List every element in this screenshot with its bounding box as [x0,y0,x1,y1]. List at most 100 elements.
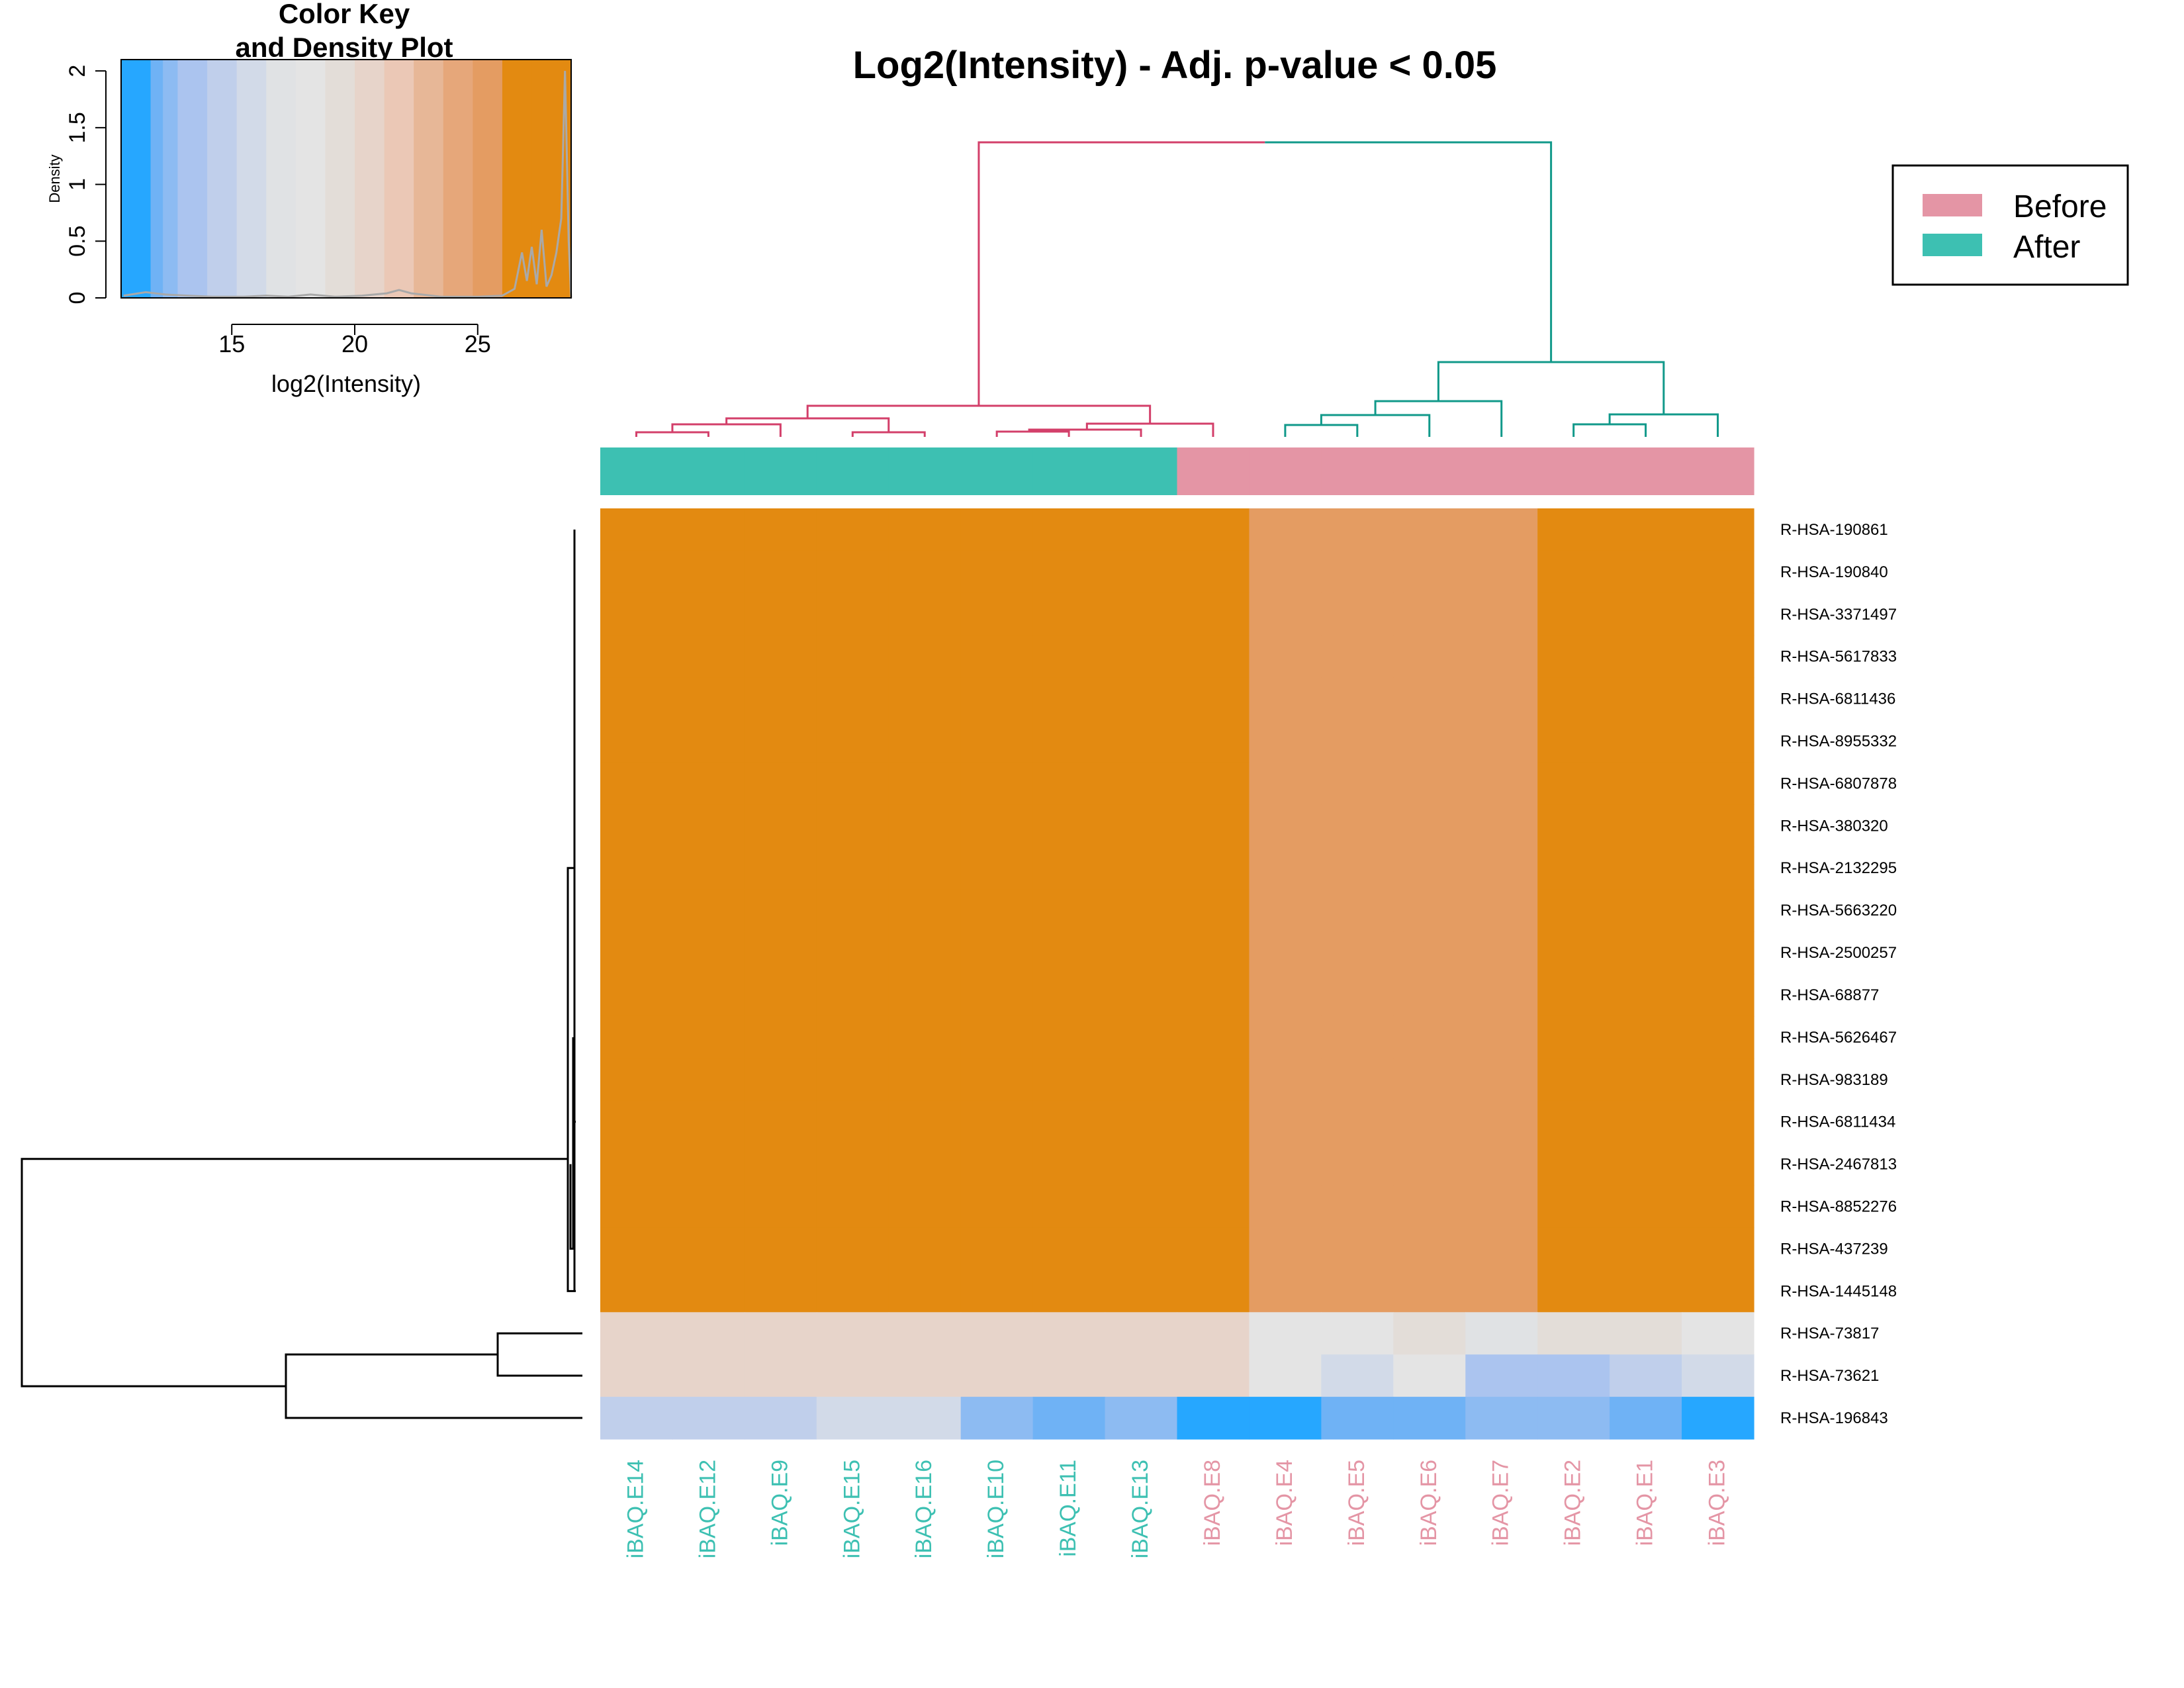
heatmap-cell [1105,508,1178,551]
heatmap-cell [888,889,962,932]
column-label: iBAQ.E10 [983,1460,1009,1558]
heatmap-cell [1465,1354,1538,1397]
heatmap-cell [1105,931,1178,974]
heatmap-cell [1032,1143,1106,1186]
row-label: R-HSA-3371497 [1780,606,1897,624]
heatmap-cell [960,720,1034,763]
heatmap-cell [1610,635,1682,679]
heatmap-cell [1032,1058,1106,1102]
heatmap-cell [744,847,817,890]
column-group-cell [888,447,962,495]
heatmap-cell [1105,804,1178,847]
heatmap-cell [1177,931,1250,974]
heatmap-cell [600,1015,673,1059]
heatmap-cell [1321,1015,1394,1059]
heatmap-cell [1177,1270,1250,1313]
column-label: iBAQ.E3 [1705,1460,1730,1546]
heatmap-cell [1465,1397,1538,1440]
color-key-x-tick-label: 25 [465,330,491,357]
row-label: R-HSA-190840 [1780,563,1888,581]
color-key-title-line2: and Density Plot [235,32,453,63]
heatmap-cell [1465,1227,1538,1270]
heatmap-cell [1249,804,1322,847]
heatmap-cell [672,635,745,679]
heatmap-cell [1321,677,1394,721]
row-label: R-HSA-73621 [1780,1367,1879,1385]
heatmap-cell [1537,931,1610,974]
heatmap-cell [1032,1100,1106,1144]
heatmap-cell [1610,720,1682,763]
legend-box [1891,164,2129,286]
heatmap-cell [744,550,817,594]
heatmap-cell [1249,1058,1322,1102]
row-label: R-HSA-6807878 [1780,774,1897,792]
heatmap-cell [1393,1270,1466,1313]
heatmap-cell [1465,635,1538,679]
color-key: Color Key and Density Plot 15 20 25 0 0.5 1 1… [46,0,572,397]
heatmap-cell [1537,1397,1610,1440]
heatmap-cell [600,762,673,805]
column-group-cell [1537,447,1610,495]
heatmap-cell [960,1354,1034,1397]
heatmap-cell [816,1397,889,1440]
heatmap-cell [1249,1312,1322,1355]
heatmap-cell [960,635,1034,679]
heatmap-cell [960,1227,1034,1270]
column-group-cell [1682,447,1754,495]
heatmap-cell [1177,1100,1250,1144]
heatmap-cell [1682,762,1754,805]
heatmap-cell [1177,1312,1250,1355]
heatmap-cell [888,1143,962,1186]
heatmap-cell [1393,720,1466,763]
heatmap-cell [888,1100,962,1144]
heatmap-cell [960,1015,1034,1059]
row-dendrogram [21,529,582,1419]
heatmap-cell [1321,592,1394,636]
heatmap-cell [1032,677,1106,721]
heatmap-cell [672,508,745,551]
heatmap-cell [1321,1143,1394,1186]
heatmap-cell [1249,550,1322,594]
heatmap-cell [1682,1397,1754,1440]
heatmap-cell [600,1100,673,1144]
heatmap-cell [1610,1185,1682,1229]
heatmap-cell [1321,1058,1394,1102]
heatmap-cell [816,635,889,679]
heatmap-cell [1177,1227,1250,1270]
heatmap-cell [960,889,1034,932]
heatmap-cell [1177,720,1250,763]
heatmap-cell [960,804,1034,847]
heatmap-cell [672,1185,745,1229]
heatmap-cell [672,762,745,805]
heatmap-cell [960,677,1034,721]
column-label: iBAQ.E9 [767,1460,792,1546]
color-key-strip [414,60,444,298]
row-labels: R-HSA-190861 R-HSA-190840 R-HSA-3371497 R-H… [1780,521,1897,1427]
heatmap-cell [816,931,889,974]
heatmap-cell [1610,762,1682,805]
heatmap-cell [1321,804,1394,847]
color-key-y-tick-label: 0 [65,292,90,305]
heatmap-cell [1249,847,1322,890]
heatmap-cell [1321,889,1394,932]
heatmap-cell [816,592,889,636]
heatmap-cell [1682,1185,1754,1229]
heatmap-cell [960,1397,1034,1440]
heatmap-cell [888,1058,962,1102]
heatmap-cell [1177,1143,1250,1186]
heatmap-cell [888,720,962,763]
heatmap-cell [744,1227,817,1270]
heatmap-cell [1610,931,1682,974]
row-label: R-HSA-5617833 [1780,648,1897,666]
color-key-strip [266,60,296,298]
column-group-cell [1610,447,1682,495]
heatmap-cell [1177,1185,1250,1229]
heatmap-cell [1393,804,1466,847]
heatmap-cell [888,1185,962,1229]
heatmap-cell [1393,1354,1466,1397]
dendrogram-link [995,430,1070,437]
row-label: R-HSA-2467813 [1780,1156,1897,1174]
color-key-strip [295,60,326,298]
heatmap-cells [600,508,1754,1440]
